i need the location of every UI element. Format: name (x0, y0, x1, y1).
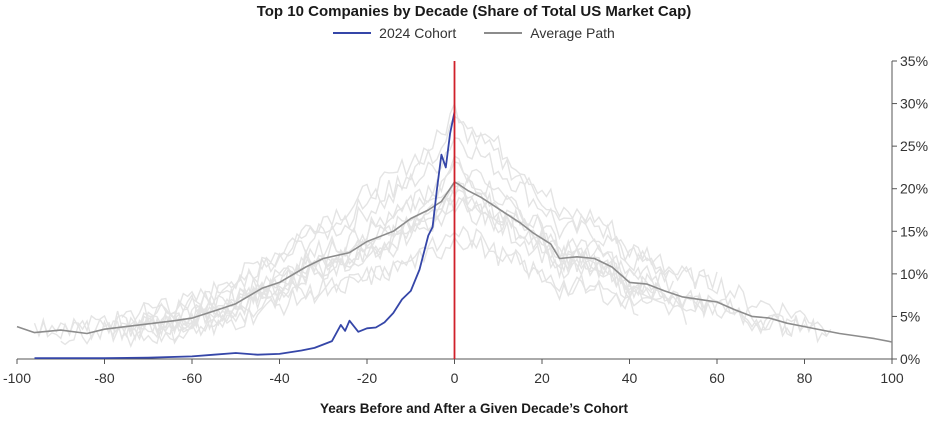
series-line-average-path (16, 181, 893, 343)
chart-legend: 2024 Cohort Average Path (0, 25, 948, 41)
x-axis-label: Years Before and After a Given Decade’s … (319, 401, 629, 416)
chart-axes: -100 -80 -60 -40 -20 0 20 40 60 80 100 0% 5% 10% 15% 20… (3, 53, 928, 386)
x-tick: 20 (534, 359, 550, 386)
x-tick-label: -40 (269, 370, 289, 386)
historical-cohort-line (108, 196, 666, 343)
x-tick: 80 (797, 359, 813, 386)
historical-cohort-line (125, 182, 832, 344)
x-tick-label: -100 (3, 370, 31, 386)
x-tick-label: 60 (709, 370, 725, 386)
x-tick: 60 (709, 359, 725, 386)
y-tick-label: 0% (900, 351, 920, 367)
legend-item-average-path: Average Path (484, 25, 615, 41)
y-tick: 5% (892, 308, 920, 324)
historical-cohort-line (152, 225, 688, 344)
x-tick: -60 (182, 359, 202, 386)
y-tick: 15% (892, 223, 928, 239)
x-tick: -40 (269, 359, 290, 386)
y-tick: 25% (892, 138, 928, 154)
y-tick-label: 5% (900, 308, 920, 324)
y-tick: 30% (892, 96, 928, 112)
x-tick-label: -20 (357, 370, 377, 386)
legend-swatch-average-path (484, 32, 523, 34)
y-tick-label: 35% (900, 53, 928, 69)
historical-cohort-line (138, 184, 828, 337)
x-tick-label: 20 (534, 370, 550, 386)
y-tick: 20% (892, 181, 928, 197)
x-tick-label: 100 (880, 370, 904, 386)
legend-label-average-path: Average Path (530, 25, 615, 41)
x-tick: -100 (3, 359, 31, 386)
x-tick-label: 40 (622, 370, 638, 386)
chart-series (16, 61, 893, 360)
historical-cohort-line (121, 101, 718, 322)
y-tick: 35% (892, 53, 928, 69)
y-tick-label: 10% (900, 266, 928, 282)
legend-label-2024-cohort: 2024 Cohort (379, 25, 457, 41)
legend-item-2024-cohort: 2024 Cohort (333, 25, 456, 41)
series-line-2024-cohort (34, 111, 456, 360)
x-tick-label: -60 (182, 370, 202, 386)
x-tick: 40 (622, 359, 638, 386)
x-tick: -80 (94, 359, 115, 386)
x-tick-label: 80 (797, 370, 813, 386)
chart-title: Top 10 Companies by Decade (Share of Tot… (256, 3, 692, 20)
x-tick: 0 (451, 359, 459, 386)
x-tick: 100 (880, 359, 904, 386)
y-tick: 10% (892, 266, 928, 282)
historical-cohort-line (38, 137, 670, 337)
historical-cohort-line (143, 115, 814, 325)
x-tick-label: -80 (94, 370, 114, 386)
x-tick-label: 0 (451, 370, 459, 386)
y-tick-label: 20% (900, 181, 928, 197)
x-tick: -20 (357, 359, 377, 386)
legend-swatch-2024-cohort (333, 32, 372, 34)
y-tick-label: 30% (900, 96, 928, 112)
y-tick: 0% (892, 351, 920, 367)
y-tick-label: 25% (900, 138, 928, 154)
y-tick-label: 15% (900, 223, 928, 239)
